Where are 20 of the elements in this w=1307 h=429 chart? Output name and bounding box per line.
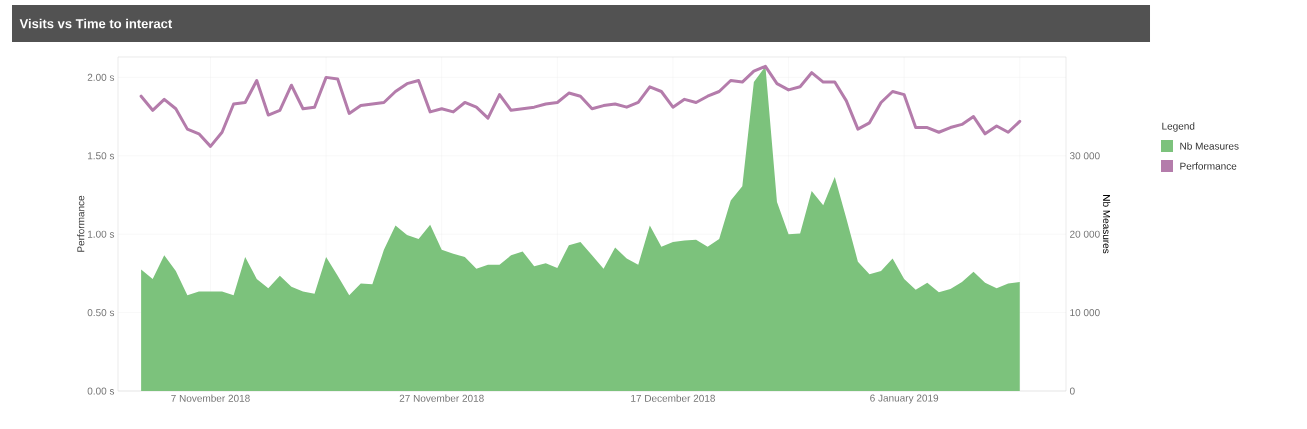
y-tick-label: 1.50 s — [88, 152, 115, 160]
legend-label: Nb Measures — [1180, 142, 1239, 150]
x-tick-label: 17 December 2018 — [631, 394, 715, 402]
x-tick-label: 7 November 2018 — [171, 394, 250, 402]
line-series — [139, 64, 1022, 148]
legend-label: Performance — [1180, 162, 1237, 170]
x-tick-label: 6 January 2019 — [870, 394, 939, 404]
y2-tick-label: 30 000 — [1069, 152, 1100, 160]
y-tick-label: 0.50 s — [87, 309, 115, 317]
y2-tick-label: 20 000 — [1070, 230, 1100, 238]
y-tick-label: 2.00 s — [87, 73, 115, 81]
legend-title: Legend — [1162, 122, 1195, 132]
y-tick-label: 1.00 s — [88, 230, 115, 238]
y2-axis-title: Nb Measures — [1103, 195, 1111, 254]
chart-title: Visits vs Time to interact — [19, 18, 173, 29]
x-tick-label: 27 November 2018 — [399, 394, 484, 402]
y2-tick-label: 0 — [1069, 387, 1075, 395]
y2-tick-label: 10 000 — [1070, 309, 1100, 317]
y-tick-label: 0.00 s — [87, 387, 115, 395]
y-axis-title: Performance — [77, 195, 85, 252]
